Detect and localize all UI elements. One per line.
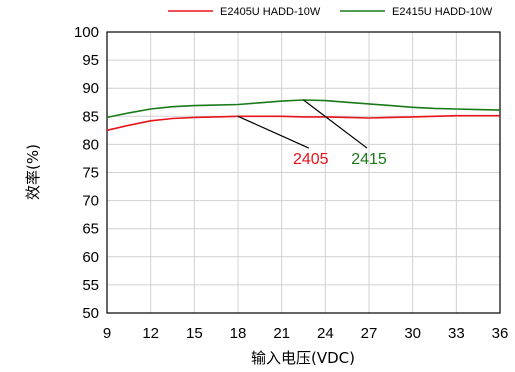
annotation-leader-1 [237,115,310,149]
x-tick-label: 18 [230,325,247,342]
x-tick-label: 30 [404,325,421,342]
x-axis-label: 输入电压(VDC) [251,349,355,367]
annotation-leader-2 [303,99,368,149]
x-tick-label: 33 [448,325,465,342]
legend-label-series-2: E2415U HADD-10W [392,6,493,18]
legend-label-series-1: E2405U HADD-10W [220,6,321,18]
annotation-label-1: 2405 [293,151,329,168]
y-tick-label: 70 [82,193,99,210]
legend: E2405U HADD-10W E2415U HADD-10W [168,6,493,18]
y-tick-label: 95 [82,52,99,69]
x-tick-label: 12 [142,325,159,342]
y-tick-label: 100 [74,24,99,41]
y-axis-label: 效率(%) [24,144,42,200]
annotations: 2405 2415 [237,99,387,168]
y-tick-label: 90 [82,80,99,97]
x-tick-label: 24 [317,325,334,342]
x-tick-label: 36 [492,325,509,342]
y-tick-label: 65 [82,221,99,238]
y-tick-label: 80 [82,136,99,153]
y-tick-label: 75 [82,165,99,182]
series-line-1 [106,114,500,132]
series-line-2 [106,99,501,119]
x-tick-label: 9 [103,325,111,342]
y-tick-label: 85 [82,108,99,125]
y-tick-label: 50 [82,305,99,322]
annotation-label-2: 2415 [351,151,387,168]
x-tick-label: 15 [186,325,203,342]
tick-labels: 9 12 15 18 21 24 27 30 33 36 50 55 60 65 70 75 80 85 90 95 1… [74,24,508,342]
grid [107,32,500,313]
x-tick-label: 21 [273,325,290,342]
series [106,99,501,132]
plot-frame [106,31,501,314]
y-tick-label: 60 [82,249,99,266]
y-tick-label: 55 [82,277,99,294]
x-tick-label: 27 [361,325,378,342]
